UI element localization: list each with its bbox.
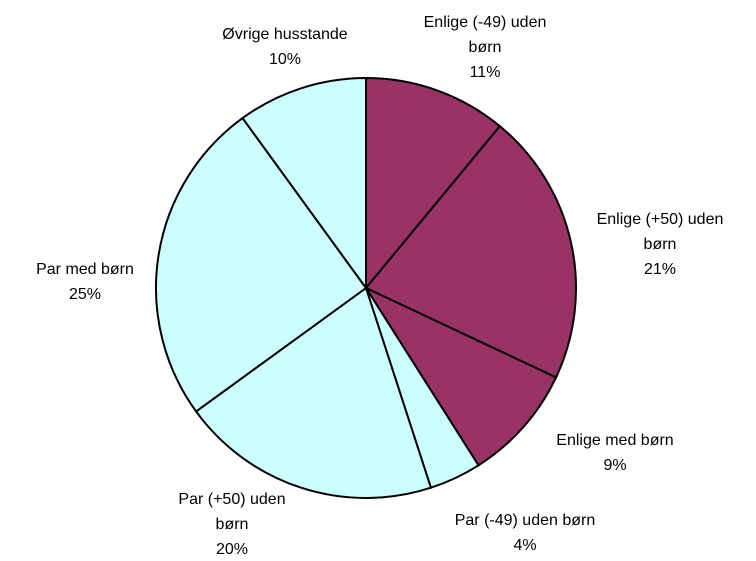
- pie-slice: [241, 76, 367, 292]
- value-label: 4%: [513, 537, 537, 554]
- slice-label: Par med børn 25%: [5, 257, 165, 307]
- pie-slice: [365, 76, 502, 291]
- pie-slice: [364, 124, 577, 379]
- slice-label: Enlige med børn 9%: [505, 428, 725, 478]
- category-label: Enlige (-49) uden børn: [423, 14, 547, 56]
- category-label: Par med børn: [36, 261, 134, 278]
- pie-slice: [363, 285, 558, 467]
- pie-slice: [155, 116, 368, 413]
- slice-label: Par (-49) uden børn 4%: [415, 508, 635, 558]
- slice-label: Enlige (+50) uden børn 21%: [585, 207, 735, 282]
- slice-label: Par (+50) uden børn 20%: [167, 487, 297, 561]
- category-label: Enlige (+50) uden børn: [596, 211, 724, 253]
- pie-slice: [194, 286, 433, 499]
- value-label: 20%: [215, 541, 249, 558]
- value-label: 25%: [68, 286, 102, 303]
- category-label: Par (-49) uden børn: [454, 512, 596, 529]
- category-label: Par (+50) uden børn: [178, 491, 286, 533]
- value-label: 21%: [643, 261, 677, 278]
- slice-label: Enlige (-49) uden børn 11%: [410, 10, 560, 85]
- category-label: Øvrige husstande: [222, 26, 348, 43]
- value-label: 10%: [268, 51, 302, 68]
- value-label: 9%: [603, 457, 627, 474]
- value-label: 11%: [469, 64, 501, 81]
- category-label: Enlige med børn: [556, 432, 674, 449]
- slice-label: Øvrige husstande 10%: [185, 22, 385, 72]
